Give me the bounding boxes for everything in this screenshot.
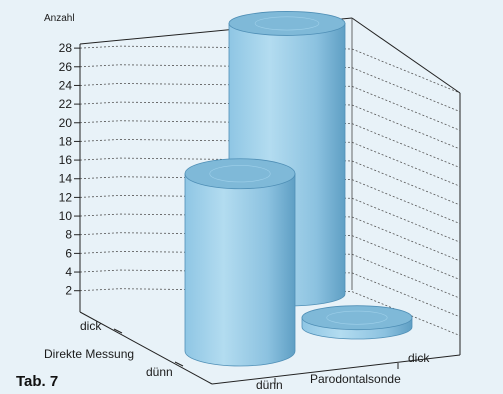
y-tick-label: 22 — [59, 97, 73, 111]
grid-line-left — [79, 195, 121, 198]
cylinder-layer — [184, 11, 413, 367]
y-tick-label: 18 — [59, 134, 73, 148]
grid-line-left — [79, 120, 121, 124]
y-tick-label: 28 — [59, 41, 73, 55]
right-top-edge — [351, 17, 461, 94]
cylinder-top-highlight — [326, 310, 388, 325]
cylinder-dünn-dünn — [184, 158, 296, 367]
y-tick-label: 4 — [65, 265, 72, 279]
grid-line-left — [79, 64, 121, 68]
y-tick-label: 20 — [59, 116, 73, 130]
z-axis-line — [79, 311, 213, 385]
grid-line-right — [351, 123, 461, 169]
grid-line-right — [351, 104, 461, 150]
y-tick-label: 8 — [65, 228, 72, 242]
grid-line-right — [351, 48, 461, 94]
grid-line-right — [351, 291, 461, 336]
y-axis-label: Anzahl — [44, 13, 75, 24]
grid-line-left — [79, 288, 121, 292]
x-tick-label-duenn: dünn — [256, 378, 283, 392]
grid-line-right — [351, 85, 461, 131]
grid-line-left — [79, 139, 121, 142]
cylinder-top-highlight — [209, 165, 271, 183]
y-tick-label: 24 — [59, 78, 73, 92]
axis-frame — [79, 17, 461, 385]
z-axis-label: Direkte Messung — [44, 347, 134, 361]
x-axis-line — [211, 354, 461, 385]
grid-line-right — [351, 179, 461, 224]
z-tick-mark — [113, 328, 123, 334]
grid-line-left — [79, 232, 121, 236]
grid-line-right — [351, 141, 461, 187]
grid-line-left — [79, 101, 121, 105]
cylinder-top — [301, 305, 413, 331]
y-tick-label: 26 — [59, 60, 73, 74]
x-axis-label: Parodontalsonde — [310, 372, 401, 386]
cylinder-dick-dünn — [301, 305, 413, 340]
y-tick-label: 10 — [59, 209, 73, 223]
grid-line-left — [79, 269, 121, 273]
grid-line-right — [351, 253, 461, 299]
grid-line-left — [79, 250, 121, 254]
cylinder-top-highlight — [254, 16, 320, 31]
cylinder-top — [228, 11, 346, 36]
grid-line-right — [351, 197, 461, 243]
grid-line-right — [351, 67, 461, 113]
grid-line-left — [79, 83, 121, 86]
y-tick-label: 2 — [65, 284, 72, 298]
z-tick-label-duenn: dünn — [146, 365, 173, 379]
cylinder-top — [184, 158, 296, 190]
grid-line-left — [79, 176, 121, 180]
grid-line-left — [79, 157, 121, 161]
x-tick-label-dick: dick — [408, 351, 430, 365]
y-tick-label: 14 — [59, 172, 73, 186]
grid-line-right — [351, 272, 461, 318]
grid-line-right — [351, 160, 461, 206]
grid-line-left — [79, 213, 121, 217]
y-tick-label: 6 — [65, 246, 72, 260]
y-tick-label: 12 — [59, 190, 73, 204]
z-tick-mark — [174, 361, 184, 367]
y-tick-label: 16 — [59, 153, 73, 167]
table-caption: Tab. 7 — [16, 373, 58, 390]
cylinder-body — [184, 173, 296, 367]
grid-line-right — [351, 235, 461, 280]
grid-line-left — [79, 45, 121, 49]
z-tick-label-dick: dick — [80, 319, 102, 333]
grid-line-right — [351, 216, 461, 262]
